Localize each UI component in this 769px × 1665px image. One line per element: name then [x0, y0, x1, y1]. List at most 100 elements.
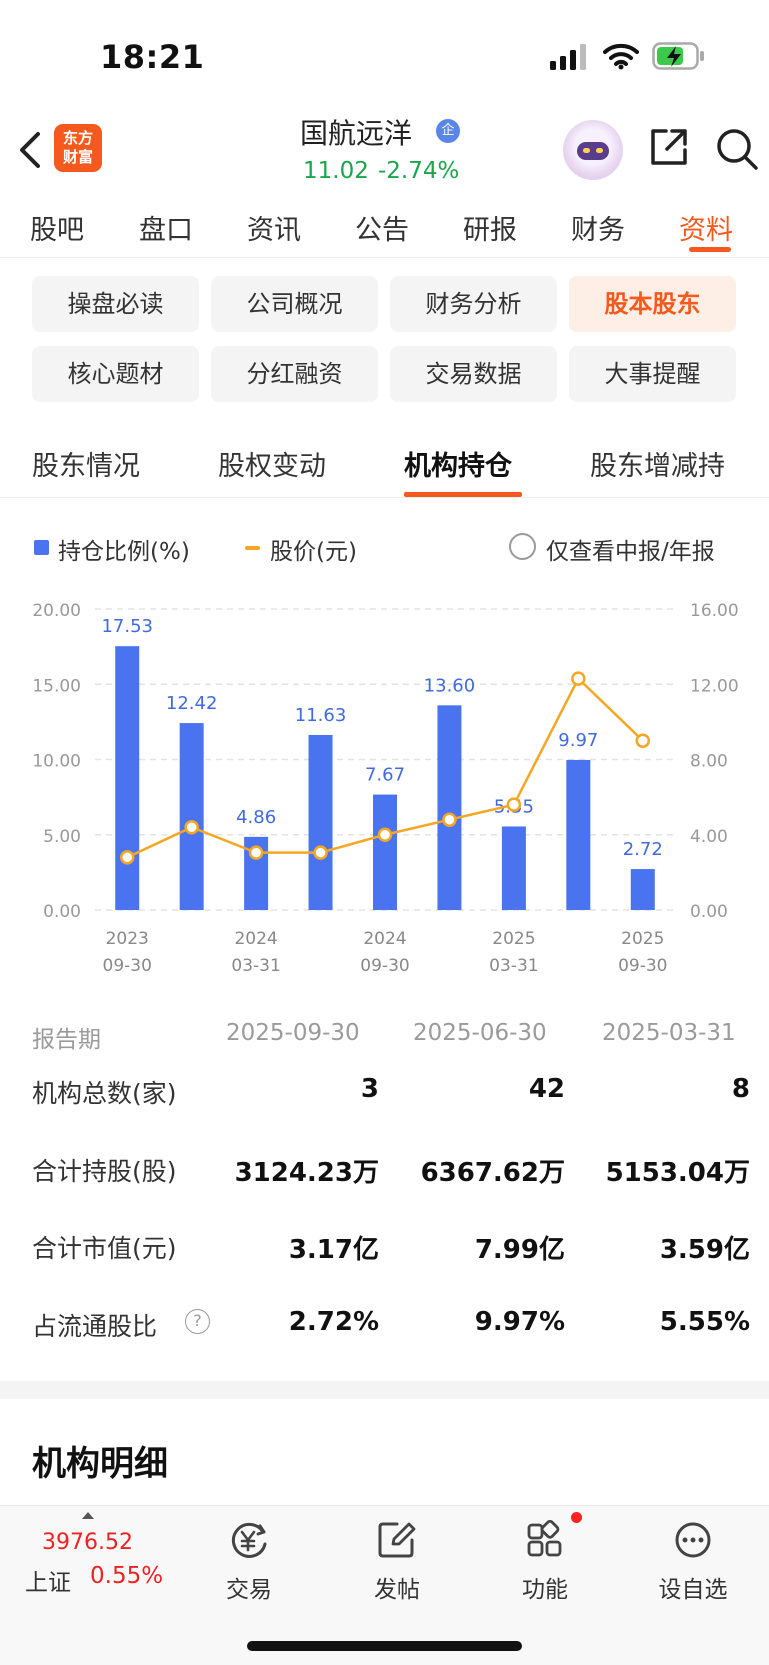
nav-functions-label: 功能 — [522, 1577, 568, 1603]
x-tick-label-date: 09-30 — [103, 956, 152, 976]
price-point — [377, 827, 393, 842]
status-time: 18:21 — [100, 38, 205, 76]
legend-line-label: 股价(元) — [270, 539, 357, 565]
section-title: 机构明细 — [32, 1444, 168, 1484]
chip-event-reminders[interactable]: 大事提醒 — [569, 346, 736, 402]
bar — [308, 734, 333, 910]
holdings-chart: 0.00 5.00 10.00 15.00 20.00 0.00 4.00 8.00 12.00… — [32, 601, 739, 976]
chip-financial-analysis[interactable]: 财务分析 — [390, 276, 557, 332]
more-dots-icon — [675, 1522, 711, 1558]
chip-dividends-financing[interactable]: 分红融资 — [211, 346, 378, 402]
legend-line-swatch — [245, 546, 260, 550]
battery-charging-icon — [652, 42, 704, 70]
x-tick-label-year: 2024 — [234, 929, 277, 949]
bar — [501, 826, 526, 910]
logo-text-line1: 东方 — [62, 129, 93, 147]
price-point — [313, 845, 328, 860]
wifi-icon — [603, 43, 639, 70]
ai-assistant-avatar-icon[interactable] — [563, 120, 623, 180]
x-tick-label-date: 09-30 — [618, 956, 667, 976]
tab-announcements[interactable]: 公告 — [355, 215, 409, 246]
tab-news[interactable]: 资讯 — [247, 215, 301, 246]
active-tab-indicator — [689, 247, 731, 252]
bar-value-label: 11.63 — [295, 705, 347, 726]
period-header: 2025-03-31 — [602, 1020, 736, 1046]
expand-caret-icon[interactable] — [82, 1512, 94, 1519]
period-header: 2025-06-30 — [413, 1020, 547, 1046]
nav-functions[interactable]: 功能 — [495, 1519, 595, 1604]
nav-post-label: 发帖 — [374, 1577, 420, 1603]
y-right-tick-label: 0.00 — [690, 902, 728, 922]
chip-shareholders[interactable]: 股本股东 — [569, 276, 736, 332]
index-value[interactable]: 3976.52 — [42, 1530, 133, 1555]
legend-bar-label: 持仓比例(%) — [58, 539, 190, 565]
stock-name[interactable]: 国航远洋 — [300, 117, 413, 150]
table-cell: 7.99亿 — [474, 1235, 565, 1265]
halfyear-filter-label[interactable]: 仅查看中报/年报 — [546, 539, 715, 565]
nav-post[interactable]: 发帖 — [347, 1520, 447, 1604]
back-chevron-icon[interactable] — [16, 128, 44, 172]
chip-core-themes[interactable]: 核心题材 — [32, 346, 199, 402]
table-cell: 42 — [528, 1074, 565, 1104]
y-left-tick-label: 10.00 — [32, 752, 81, 772]
nav-add-watchlist-label: 设自选 — [658, 1577, 728, 1603]
stock-change: -2.74% — [378, 158, 460, 184]
bar — [373, 794, 397, 910]
y-right-tick-label: 4.00 — [690, 827, 728, 847]
subtab-shareholder-trades[interactable]: 股东增减持 — [590, 451, 725, 482]
tab-profile[interactable]: 资料 — [679, 215, 733, 246]
tab-finance[interactable]: 财务 — [571, 215, 625, 246]
subtab-shareholder-status[interactable]: 股东情况 — [32, 451, 140, 482]
subtab-divider — [0, 497, 769, 498]
period-header: 2025-09-30 — [226, 1020, 360, 1046]
row-label-market-value: 合计市值(元) — [32, 1234, 177, 1263]
y-left-tick-label: 5.00 — [43, 827, 81, 847]
help-question-icon[interactable]: ? — [185, 1309, 210, 1334]
enterprise-badge: 企 — [436, 119, 460, 143]
chip-trading-guide[interactable]: 操盘必读 — [32, 276, 199, 332]
chip-company-overview[interactable]: 公司概况 — [211, 276, 378, 332]
bar — [437, 705, 462, 910]
bar — [179, 723, 204, 910]
cellular-signal-icon — [550, 44, 586, 70]
notification-dot — [571, 1512, 582, 1523]
nav-trade[interactable]: 交易 — [199, 1520, 299, 1604]
stock-price: 11.02 — [303, 158, 369, 184]
apps-grid-icon — [527, 1519, 562, 1557]
tab-pankou[interactable]: 盘口 — [139, 215, 193, 246]
table-cell: 5153.04万 — [605, 1158, 750, 1188]
bar-value-label: 17.53 — [101, 616, 153, 637]
home-indicator — [247, 1641, 522, 1651]
chip-trading-data[interactable]: 交易数据 — [390, 346, 557, 402]
main-tab-bar: 股吧 盘口 资讯 公告 研报 财务 资料 — [0, 200, 769, 258]
table-cell: 3.59亿 — [659, 1235, 750, 1265]
tab-research[interactable]: 研报 — [463, 215, 517, 246]
logo-text-line2: 财富 — [62, 148, 93, 166]
index-change[interactable]: 0.55% — [90, 1563, 164, 1589]
search-icon[interactable] — [715, 127, 759, 171]
nav-add-watchlist[interactable]: 设自选 — [643, 1520, 743, 1604]
table-cell: 3 — [360, 1074, 379, 1104]
nav-trade-label: 交易 — [226, 1577, 272, 1603]
share-icon[interactable] — [648, 126, 690, 168]
table-cell: 2.72% — [288, 1307, 379, 1337]
bar-value-label: 9.97 — [558, 730, 598, 751]
y-right-tick-label: 16.00 — [690, 601, 739, 621]
price-point — [248, 845, 264, 860]
index-name[interactable]: 上证 — [25, 1570, 71, 1596]
section-divider — [0, 1381, 769, 1399]
edit-pen-icon — [378, 1522, 416, 1558]
bar-value-label: 4.86 — [236, 807, 276, 828]
table-cell: 6367.62万 — [420, 1158, 565, 1188]
y-left-tick-label: 15.00 — [32, 676, 81, 696]
bottom-toolbar — [0, 1505, 769, 1665]
subtab-equity-changes[interactable]: 股权变动 — [218, 451, 326, 482]
price-point — [506, 797, 522, 812]
price-point — [119, 850, 135, 865]
price-point — [184, 819, 199, 835]
y-left-tick-label: 0.00 — [43, 902, 81, 922]
price-point — [635, 733, 651, 748]
subtab-institutional-holdings[interactable]: 机构持仓 — [404, 451, 512, 482]
tab-guba[interactable]: 股吧 — [30, 215, 84, 246]
halfyear-filter-radio[interactable] — [509, 533, 536, 560]
